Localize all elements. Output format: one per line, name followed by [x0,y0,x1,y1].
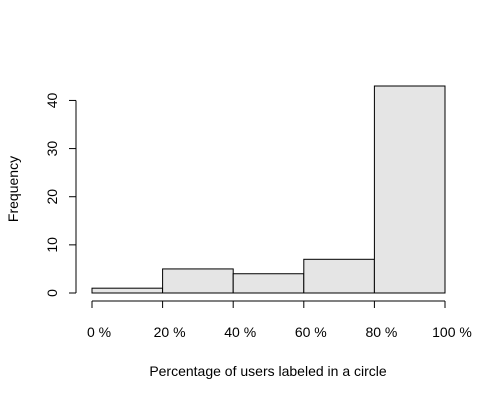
x-axis: 0 % 20 % 40 % 60 % 80 % 100 % [87,301,472,340]
histogram-bar-4 [374,86,445,293]
x-tick-label-3: 60 % [295,324,327,340]
y-tick-label-3: 30 [44,141,60,157]
histogram-bars [92,86,445,293]
histogram-bar-3 [304,259,375,293]
x-tick-label-4: 80 % [365,324,397,340]
histogram-bar-1 [163,269,234,293]
histogram-bar-2 [233,274,304,293]
x-tick-label-1: 20 % [154,324,186,340]
x-tick-label-2: 40 % [224,324,256,340]
y-tick-label-2: 20 [44,189,60,205]
histogram-bar-0 [92,288,163,293]
y-axis-title: Frequency [5,156,21,222]
y-tick-label-0: 0 [44,289,60,297]
y-tick-label-4: 40 [44,92,60,108]
x-tick-label-0: 0 % [87,324,111,340]
x-axis-title: Percentage of users labeled in a circle [149,363,387,379]
x-tick-label-5: 100 % [432,324,472,340]
y-tick-label-1: 10 [44,237,60,253]
y-axis: 0 10 20 30 40 [44,92,76,296]
